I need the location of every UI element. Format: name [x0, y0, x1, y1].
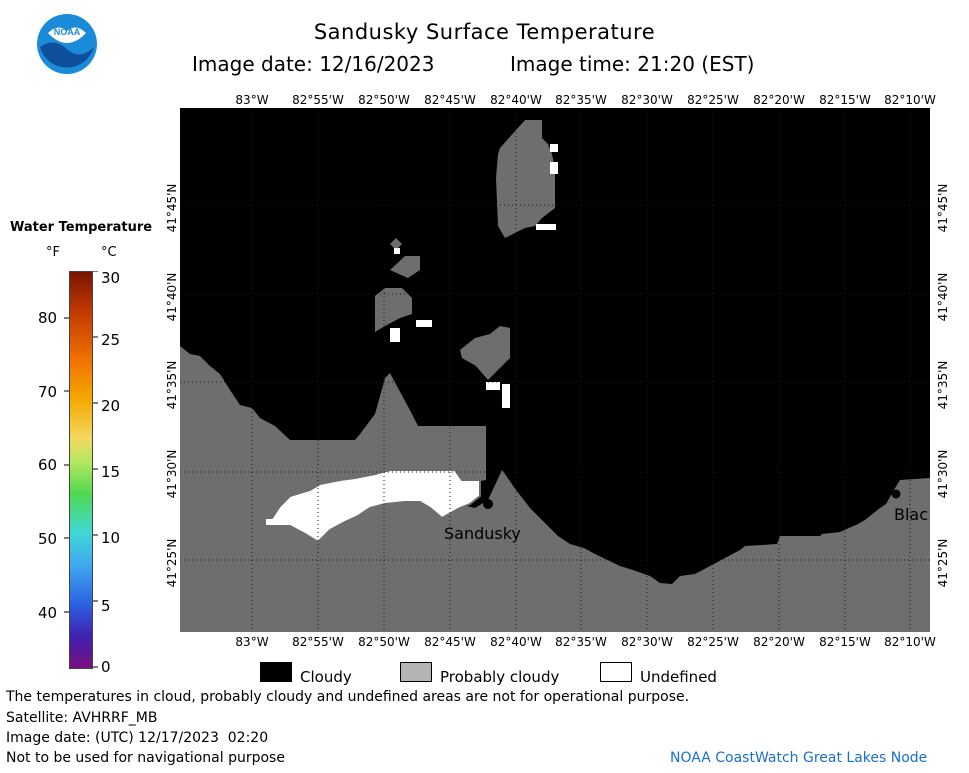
c-tick-label: 15	[101, 463, 121, 481]
lon-label: 82°15'W	[819, 635, 871, 649]
lon-label: 82°45'W	[424, 93, 476, 107]
undefined-speck	[502, 384, 510, 408]
c-tick-label: 30	[101, 269, 121, 287]
lon-label: 82°55'W	[292, 635, 344, 649]
undefined-speck	[550, 162, 558, 174]
credit-link[interactable]: NOAA CoastWatch Great Lakes Node	[670, 750, 928, 766]
sandusky-label: Sandusky	[444, 524, 521, 543]
colorbar-title: Water Temperature	[10, 220, 153, 235]
lat-label: 41°40'N	[165, 272, 179, 322]
lat-label: 41°40'N	[936, 272, 950, 322]
image-date: Image date: 12/16/2023	[192, 52, 435, 76]
noaa-logo: NOAA	[36, 13, 98, 75]
probably-cloudy-swatch	[400, 662, 432, 682]
lon-label: 82°35'W	[555, 635, 607, 649]
island-patch	[390, 256, 420, 278]
c-tick-label: 25	[101, 331, 121, 349]
cloudy-label: Cloudy	[300, 668, 352, 686]
island-patch	[496, 120, 555, 238]
lon-label: 82°35'W	[555, 93, 607, 107]
black-label: Blac	[894, 505, 929, 524]
map-area[interactable]: Sandusky Blac	[180, 108, 930, 632]
lon-label: 82°25'W	[687, 635, 739, 649]
c-tick-label: 20	[101, 397, 121, 415]
lon-label: 82°10'W	[884, 635, 936, 649]
graticule	[180, 108, 930, 632]
f-tick-label: 50	[38, 530, 58, 548]
lon-label: 82°15'W	[819, 93, 871, 107]
temperature-colorbar	[69, 271, 93, 669]
f-tick-label: 70	[38, 383, 58, 401]
utc-date-text: Image date: (UTC) 12/17/2023 02:20	[6, 730, 269, 746]
celsius-unit: °C	[101, 245, 117, 260]
map-title: Sandusky Surface Temperature	[313, 20, 656, 44]
f-tick-label: 60	[38, 456, 58, 474]
lat-label: 41°25'N	[165, 538, 179, 588]
lon-label: 82°50'W	[358, 93, 410, 107]
navigation-warning: Not to be used for navigational purpose	[6, 750, 285, 766]
island-patch	[390, 238, 402, 250]
cloudy-swatch	[260, 662, 292, 682]
image-time: Image time: 21:20 (EST)	[510, 52, 755, 76]
lat-label: 41°25'N	[936, 538, 950, 588]
lat-label: 41°35'N	[165, 360, 179, 410]
lon-label: 83°W	[235, 635, 269, 649]
undefined-speck	[394, 248, 400, 254]
lon-label: 82°40'W	[490, 93, 542, 107]
black-marker	[891, 489, 901, 499]
sandusky-marker	[483, 499, 493, 509]
lon-label: 82°40'W	[490, 635, 542, 649]
c-tick-label: 0	[101, 658, 111, 676]
lat-label: 41°45'N	[165, 183, 179, 233]
lat-label: 41°35'N	[936, 360, 950, 410]
c-tick-label: 10	[101, 529, 121, 547]
f-tick-label: 80	[38, 309, 58, 327]
lat-label: 41°30'N	[165, 449, 179, 499]
colorbar-ticks	[64, 271, 98, 668]
undefined-speck	[416, 320, 432, 327]
undefined-speck	[390, 328, 400, 342]
island-patch	[460, 326, 510, 380]
undefined-bay	[264, 469, 481, 544]
lon-label: 82°50'W	[358, 635, 410, 649]
probably-cloudy-shoreline	[180, 346, 930, 632]
lat-label: 41°30'N	[936, 449, 950, 499]
lon-label: 82°20'W	[753, 635, 805, 649]
svg-text:NOAA: NOAA	[54, 27, 81, 37]
undefined-label: Undefined	[640, 668, 717, 686]
c-tick-label: 5	[101, 597, 111, 615]
lon-label: 82°30'W	[621, 93, 673, 107]
undefined-swatch	[600, 662, 632, 682]
undefined-speck	[550, 144, 558, 152]
lon-label: 83°W	[235, 93, 269, 107]
fahrenheit-unit: °F	[46, 245, 60, 260]
disclaimer-text: The temperatures in cloud, probably clou…	[6, 689, 690, 705]
lon-label: 82°45'W	[424, 635, 476, 649]
undefined-speck	[536, 224, 556, 230]
lon-label: 82°25'W	[687, 93, 739, 107]
f-tick-label: 40	[38, 604, 58, 622]
lat-label: 41°45'N	[936, 183, 950, 233]
undefined-speck	[486, 382, 500, 390]
probably-cloudy-label: Probably cloudy	[440, 668, 560, 686]
lon-label: 82°10'W	[884, 93, 936, 107]
lon-label: 82°20'W	[753, 93, 805, 107]
satellite-text: Satellite: AVHRRF_MB	[6, 710, 158, 726]
lon-label: 82°55'W	[292, 93, 344, 107]
lon-label: 82°30'W	[621, 635, 673, 649]
